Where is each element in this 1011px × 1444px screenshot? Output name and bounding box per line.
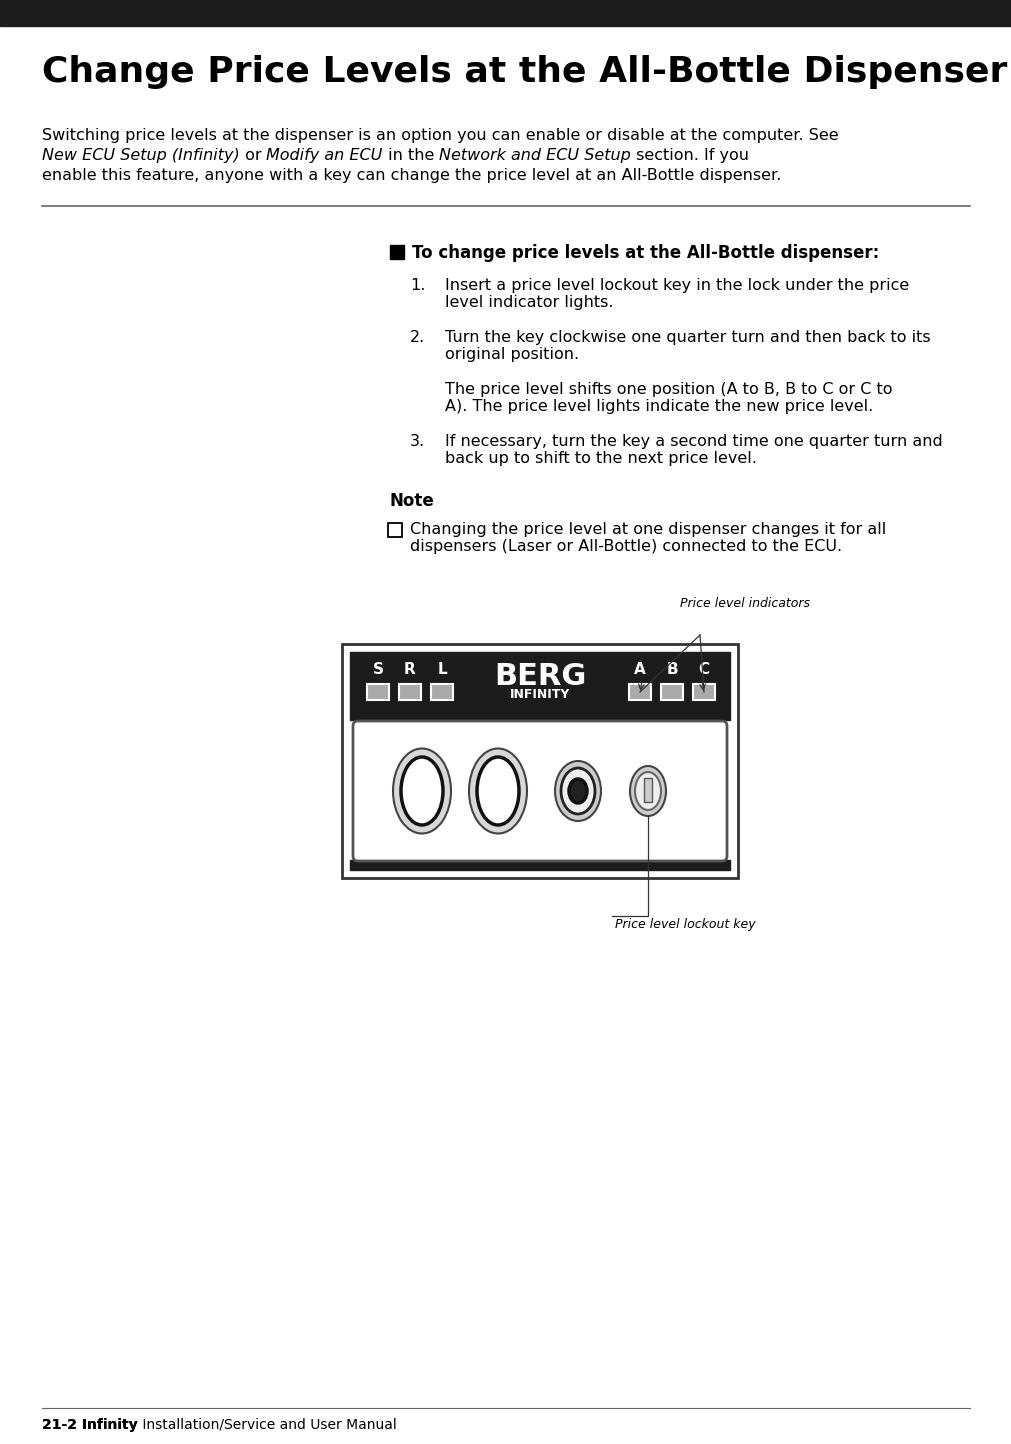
Ellipse shape — [476, 757, 519, 825]
Text: BERG: BERG — [493, 661, 585, 692]
Ellipse shape — [560, 768, 594, 814]
Text: Network and ECU Setup: Network and ECU Setup — [439, 147, 631, 163]
Ellipse shape — [630, 765, 665, 816]
Ellipse shape — [392, 748, 451, 833]
Text: To change price levels at the All-Bottle dispenser:: To change price levels at the All-Bottle… — [411, 244, 879, 261]
Ellipse shape — [634, 773, 660, 810]
Bar — [389, 245, 403, 258]
Bar — [350, 653, 729, 721]
Text: 3.: 3. — [409, 435, 425, 449]
Text: Modify an ECU: Modify an ECU — [266, 147, 382, 163]
Text: B: B — [665, 661, 677, 677]
Text: Note: Note — [389, 492, 435, 510]
Text: C: C — [698, 661, 709, 677]
Text: L: L — [437, 661, 447, 677]
FancyBboxPatch shape — [353, 721, 726, 861]
Text: 21-2 Infinity: 21-2 Infinity — [42, 1418, 137, 1432]
Bar — [693, 684, 715, 700]
Text: A: A — [634, 661, 645, 677]
Bar — [431, 684, 453, 700]
Text: 21-2 Infinity: 21-2 Infinity — [42, 1418, 137, 1432]
Text: Change Price Levels at the All-Bottle Dispenser: Change Price Levels at the All-Bottle Di… — [42, 55, 1006, 90]
Text: If necessary, turn the key a second time one quarter turn and
back up to shift t: If necessary, turn the key a second time… — [445, 435, 942, 466]
Bar — [643, 778, 651, 801]
Bar — [660, 684, 682, 700]
Text: Changing the price level at one dispenser changes it for all
dispensers (Laser o: Changing the price level at one dispense… — [409, 521, 886, 554]
Text: 2.: 2. — [409, 331, 425, 345]
Text: Installation/Service and User Manual: Installation/Service and User Manual — [137, 1418, 396, 1432]
Bar — [0, 0, 1011, 26]
Text: or: or — [240, 147, 266, 163]
Ellipse shape — [554, 761, 601, 822]
Text: R: R — [403, 661, 416, 677]
Text: enable this feature, anyone with a key can change the price level at an All-Bott: enable this feature, anyone with a key c… — [42, 168, 780, 183]
Text: Switching price levels at the dispenser is an option you can enable or disable a: Switching price levels at the dispenser … — [42, 129, 838, 143]
Ellipse shape — [568, 778, 586, 803]
Bar — [387, 523, 401, 537]
Text: New ECU Setup (Infinity): New ECU Setup (Infinity) — [42, 147, 240, 163]
Bar — [367, 684, 388, 700]
Text: S: S — [372, 661, 383, 677]
Text: Price level lockout key: Price level lockout key — [615, 918, 755, 931]
Bar — [342, 644, 737, 878]
Bar — [350, 861, 729, 869]
Bar — [629, 684, 650, 700]
Text: Insert a price level lockout key in the lock under the price
level indicator lig: Insert a price level lockout key in the … — [445, 279, 908, 310]
Text: Price level indicators: Price level indicators — [679, 596, 809, 609]
Text: 1.: 1. — [409, 279, 425, 293]
Text: INFINITY: INFINITY — [510, 687, 569, 700]
Ellipse shape — [400, 757, 443, 825]
Bar — [398, 684, 421, 700]
Ellipse shape — [468, 748, 527, 833]
Text: Turn the key clockwise one quarter turn and then back to its
original position.: Turn the key clockwise one quarter turn … — [445, 331, 930, 362]
Text: in the: in the — [382, 147, 439, 163]
Text: section. If you: section. If you — [631, 147, 748, 163]
Text: The price level shifts one position (A to B, B to C or C to
A). The price level : The price level shifts one position (A t… — [445, 383, 892, 414]
